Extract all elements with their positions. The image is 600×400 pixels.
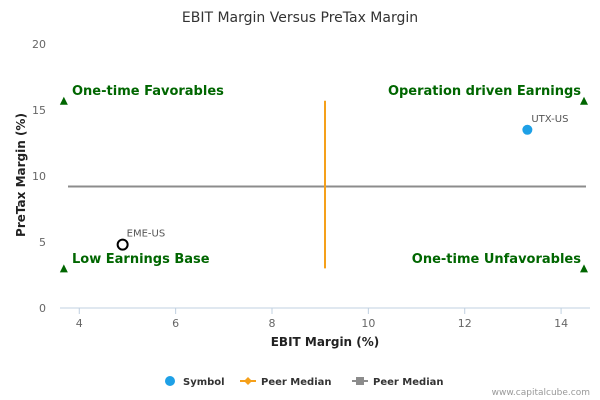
y-axis-ticks: 0 5 10 15 20 — [32, 38, 46, 315]
x-axis-ticks: 4 6 8 10 12 14 — [76, 308, 568, 330]
legend-label[interactable]: Symbol — [183, 377, 225, 388]
quadrant-marker-top-right — [580, 96, 588, 105]
x-tick-label: 10 — [361, 317, 375, 330]
quadrant-marker-top-left — [59, 96, 68, 105]
x-tick-label: 4 — [76, 317, 83, 330]
quadrant-label-top-right: Operation driven Earnings — [388, 84, 581, 99]
x-tick-label: 8 — [269, 317, 276, 330]
legend-diamond-marker — [244, 377, 252, 385]
data-points: UTX-US EME-US — [116, 114, 568, 251]
data-point — [522, 124, 533, 135]
data-point-label: EME-US — [127, 229, 166, 240]
quadrant-marker-bottom-right — [580, 264, 588, 273]
legend-label[interactable]: Peer Median — [373, 377, 444, 388]
legend-symbol-marker — [165, 376, 175, 386]
legend-square-marker — [356, 377, 364, 385]
median-lines — [68, 100, 586, 269]
x-tick-label: 12 — [458, 317, 472, 330]
x-axis-label: EBIT Margin (%) — [271, 335, 380, 349]
data-point — [116, 238, 129, 251]
y-tick-label: 15 — [32, 104, 46, 117]
quadrant-label-bottom-left: Low Earnings Base — [72, 252, 210, 267]
y-tick-label: 10 — [32, 170, 46, 183]
y-tick-label: 0 — [39, 302, 46, 315]
legend: Symbol Peer Median Peer Median — [165, 376, 444, 388]
credit-text: www.capitalcube.com — [492, 388, 590, 398]
x-tick-label: 14 — [554, 317, 568, 330]
quadrant-marker-bottom-left — [59, 264, 68, 273]
y-tick-label: 5 — [39, 236, 46, 249]
y-axis-label: PreTax Margin (%) — [14, 113, 28, 237]
y-tick-label: 20 — [32, 38, 46, 51]
legend-label[interactable]: Peer Median — [261, 377, 332, 388]
quadrant-label-top-left: One-time Favorables — [72, 84, 224, 99]
x-tick-label: 6 — [172, 317, 179, 330]
chart-title: EBIT Margin Versus PreTax Margin — [182, 10, 418, 26]
data-point-label: UTX-US — [531, 114, 568, 125]
quadrant-labels: One-time Favorables Operation driven Earn… — [59, 84, 588, 273]
quadrant-label-bottom-right: One-time Unfavorables — [412, 252, 581, 267]
